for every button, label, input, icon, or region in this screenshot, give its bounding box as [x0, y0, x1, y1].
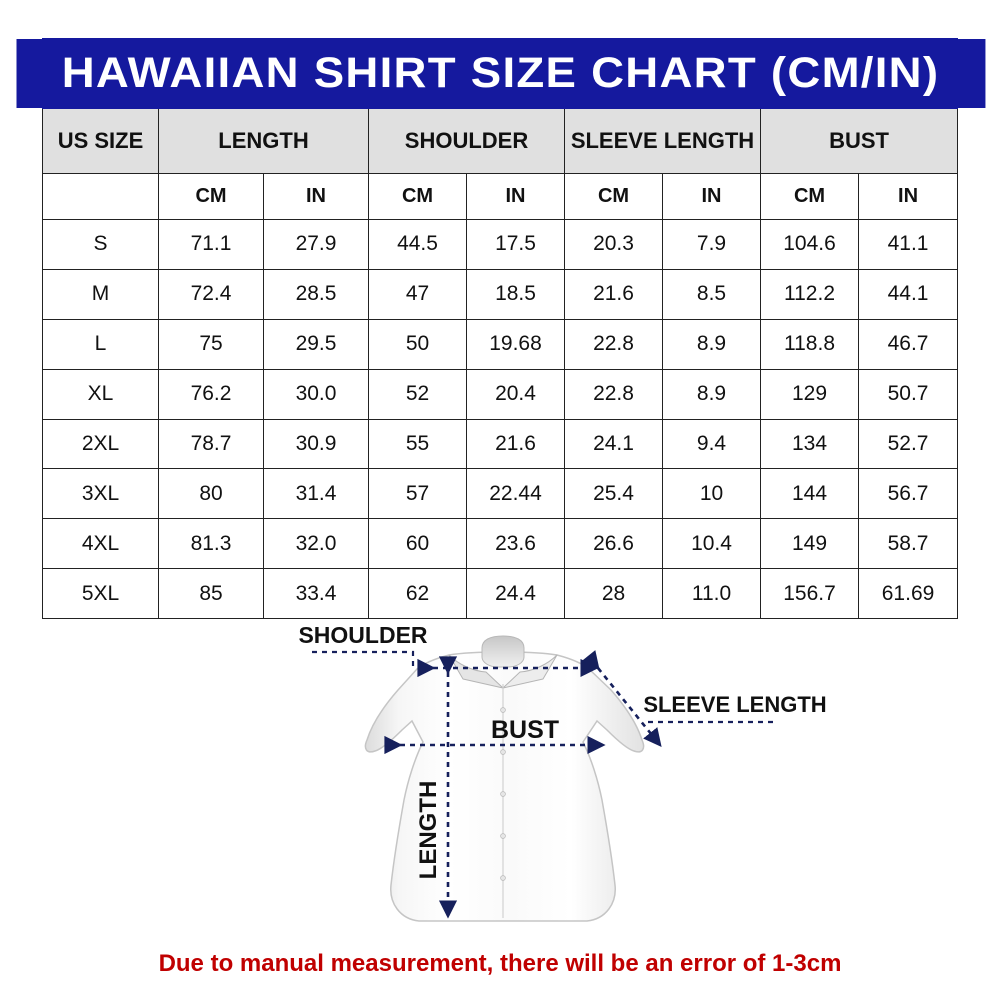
svg-text:BUST: BUST: [491, 716, 559, 744]
svg-text:SHOULDER: SHOULDER: [298, 622, 427, 648]
svg-text:SLEEVE LENGTH: SLEEVE LENGTH: [643, 692, 826, 717]
svg-text:LENGTH: LENGTH: [415, 781, 442, 880]
